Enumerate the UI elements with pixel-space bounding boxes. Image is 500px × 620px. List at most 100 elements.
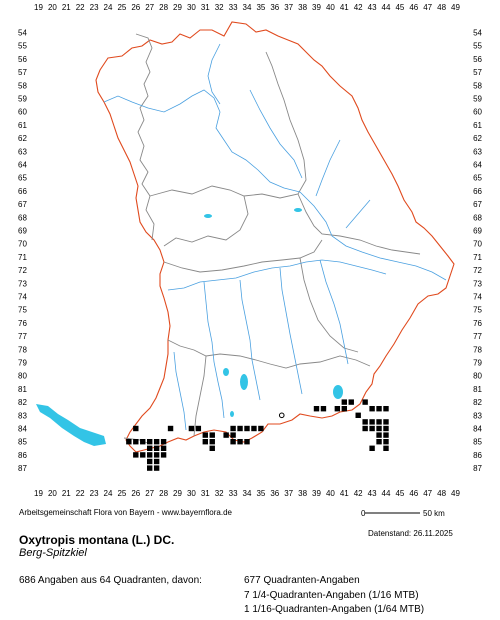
y-label-right-87: 87 — [473, 464, 482, 473]
occurrence-marker — [376, 439, 382, 445]
x-label-bottom-33: 33 — [229, 489, 238, 498]
y-label-left-55: 55 — [18, 42, 27, 51]
x-label-bottom-25: 25 — [117, 489, 126, 498]
y-label-left-74: 74 — [18, 293, 27, 302]
y-label-right-64: 64 — [473, 161, 482, 170]
x-label-top-48: 48 — [437, 3, 446, 12]
x-label-top-25: 25 — [117, 3, 126, 12]
occurrence-marker — [133, 425, 139, 432]
y-label-right-81: 81 — [473, 385, 482, 394]
y-label-right-75: 75 — [473, 306, 482, 315]
grid-labels: 19 19 20 20 21 21 22 22 23 23 24 24 25 25 26 26 27 27 28 28… — [18, 3, 483, 498]
x-label-top-42: 42 — [354, 3, 363, 12]
occurrence-marker — [140, 439, 146, 445]
y-label-left-67: 67 — [18, 200, 27, 209]
x-label-top-20: 20 — [48, 3, 57, 12]
y-label-left-62: 62 — [18, 134, 27, 143]
y-label-left-69: 69 — [18, 227, 27, 236]
occurrence-marker — [383, 419, 389, 425]
x-label-bottom-38: 38 — [298, 489, 307, 498]
y-label-left-84: 84 — [18, 425, 27, 434]
y-label-right-84: 84 — [473, 425, 482, 434]
occurrence-marker — [153, 452, 160, 458]
occurrence-marker — [237, 425, 243, 432]
y-label-right-59: 59 — [473, 95, 482, 104]
occurrence-marker — [362, 419, 368, 425]
occurrence-marker — [126, 439, 132, 445]
y-label-right-54: 54 — [473, 29, 482, 38]
stats-quarter-quadrant: 7 1/4-Quadranten-Angaben (1/16 MTB) — [244, 590, 419, 601]
x-label-top-46: 46 — [409, 3, 418, 12]
occurrence-marker — [362, 399, 368, 405]
y-label-right-57: 57 — [473, 68, 482, 77]
x-label-top-32: 32 — [215, 3, 224, 12]
x-label-top-22: 22 — [76, 3, 85, 12]
occurrence-marker — [244, 439, 250, 445]
y-label-right-69: 69 — [473, 227, 482, 236]
x-label-top-47: 47 — [423, 3, 432, 12]
x-label-top-44: 44 — [382, 3, 391, 12]
x-label-top-40: 40 — [326, 3, 335, 12]
occurrence-marker — [153, 458, 160, 465]
occurrence-marker — [147, 439, 153, 445]
y-label-right-66: 66 — [473, 187, 482, 196]
map-features — [36, 21, 455, 453]
occurrence-marker — [334, 406, 341, 412]
y-label-left-58: 58 — [18, 81, 27, 90]
x-label-bottom-30: 30 — [187, 489, 196, 498]
x-label-bottom-45: 45 — [395, 489, 404, 498]
occurrence-marker — [153, 465, 160, 471]
y-label-right-71: 71 — [473, 253, 482, 262]
y-label-right-55: 55 — [473, 42, 482, 51]
occurrence-marker — [341, 406, 347, 412]
occurrence-marker — [383, 406, 389, 412]
occurrence-marker — [258, 425, 264, 432]
x-label-bottom-34: 34 — [243, 489, 252, 498]
y-label-left-70: 70 — [18, 240, 27, 249]
y-label-right-76: 76 — [473, 319, 482, 328]
occurrence-marker — [230, 432, 236, 438]
occurrence-marker — [160, 452, 167, 458]
occurrence-marker — [153, 445, 160, 451]
y-label-left-77: 77 — [18, 332, 27, 341]
y-label-right-78: 78 — [473, 345, 482, 354]
x-label-top-19: 19 — [34, 3, 43, 12]
district-borders — [123, 33, 421, 445]
occurrence-marker — [167, 425, 174, 432]
x-label-top-39: 39 — [312, 3, 321, 12]
occurrence-marker — [383, 425, 389, 432]
y-label-right-83: 83 — [473, 411, 482, 420]
y-label-right-70: 70 — [473, 240, 482, 249]
y-label-left-83: 83 — [18, 411, 27, 420]
y-label-left-57: 57 — [18, 68, 27, 77]
scale-end-label: 50 km — [423, 509, 445, 518]
y-label-right-74: 74 — [473, 293, 482, 302]
y-label-right-86: 86 — [473, 451, 482, 460]
data-date: Datenstand: 26.11.2025 — [368, 529, 453, 538]
occurrence-marker — [133, 452, 139, 458]
scale-bar: 0 50 km — [361, 509, 445, 518]
occurrence-marker — [209, 445, 215, 451]
occurrence-marker — [209, 439, 215, 445]
occurrence-marker — [369, 425, 375, 432]
occurrence-marker — [188, 425, 195, 432]
y-label-left-73: 73 — [18, 279, 27, 288]
y-label-left-71: 71 — [18, 253, 27, 262]
occurrence-marker — [133, 439, 139, 445]
y-label-right-77: 77 — [473, 332, 482, 341]
y-label-left-65: 65 — [18, 174, 27, 183]
occurrence-marker — [320, 406, 327, 412]
occurrence-marker — [244, 425, 250, 432]
x-label-top-45: 45 — [395, 3, 404, 12]
x-label-bottom-49: 49 — [451, 489, 460, 498]
x-label-bottom-35: 35 — [256, 489, 265, 498]
y-label-left-80: 80 — [18, 372, 27, 381]
y-label-left-86: 86 — [18, 451, 27, 460]
occurrence-marker — [376, 432, 382, 438]
y-label-left-63: 63 — [18, 147, 27, 156]
occurrence-marker — [160, 439, 167, 445]
stats-total: 686 Angaben aus 64 Quadranten, davon: — [19, 575, 202, 586]
occurrence-marker-open — [278, 412, 285, 419]
x-label-top-49: 49 — [451, 3, 460, 12]
stats-quadrant: 677 Quadranten-Angaben — [244, 575, 360, 586]
